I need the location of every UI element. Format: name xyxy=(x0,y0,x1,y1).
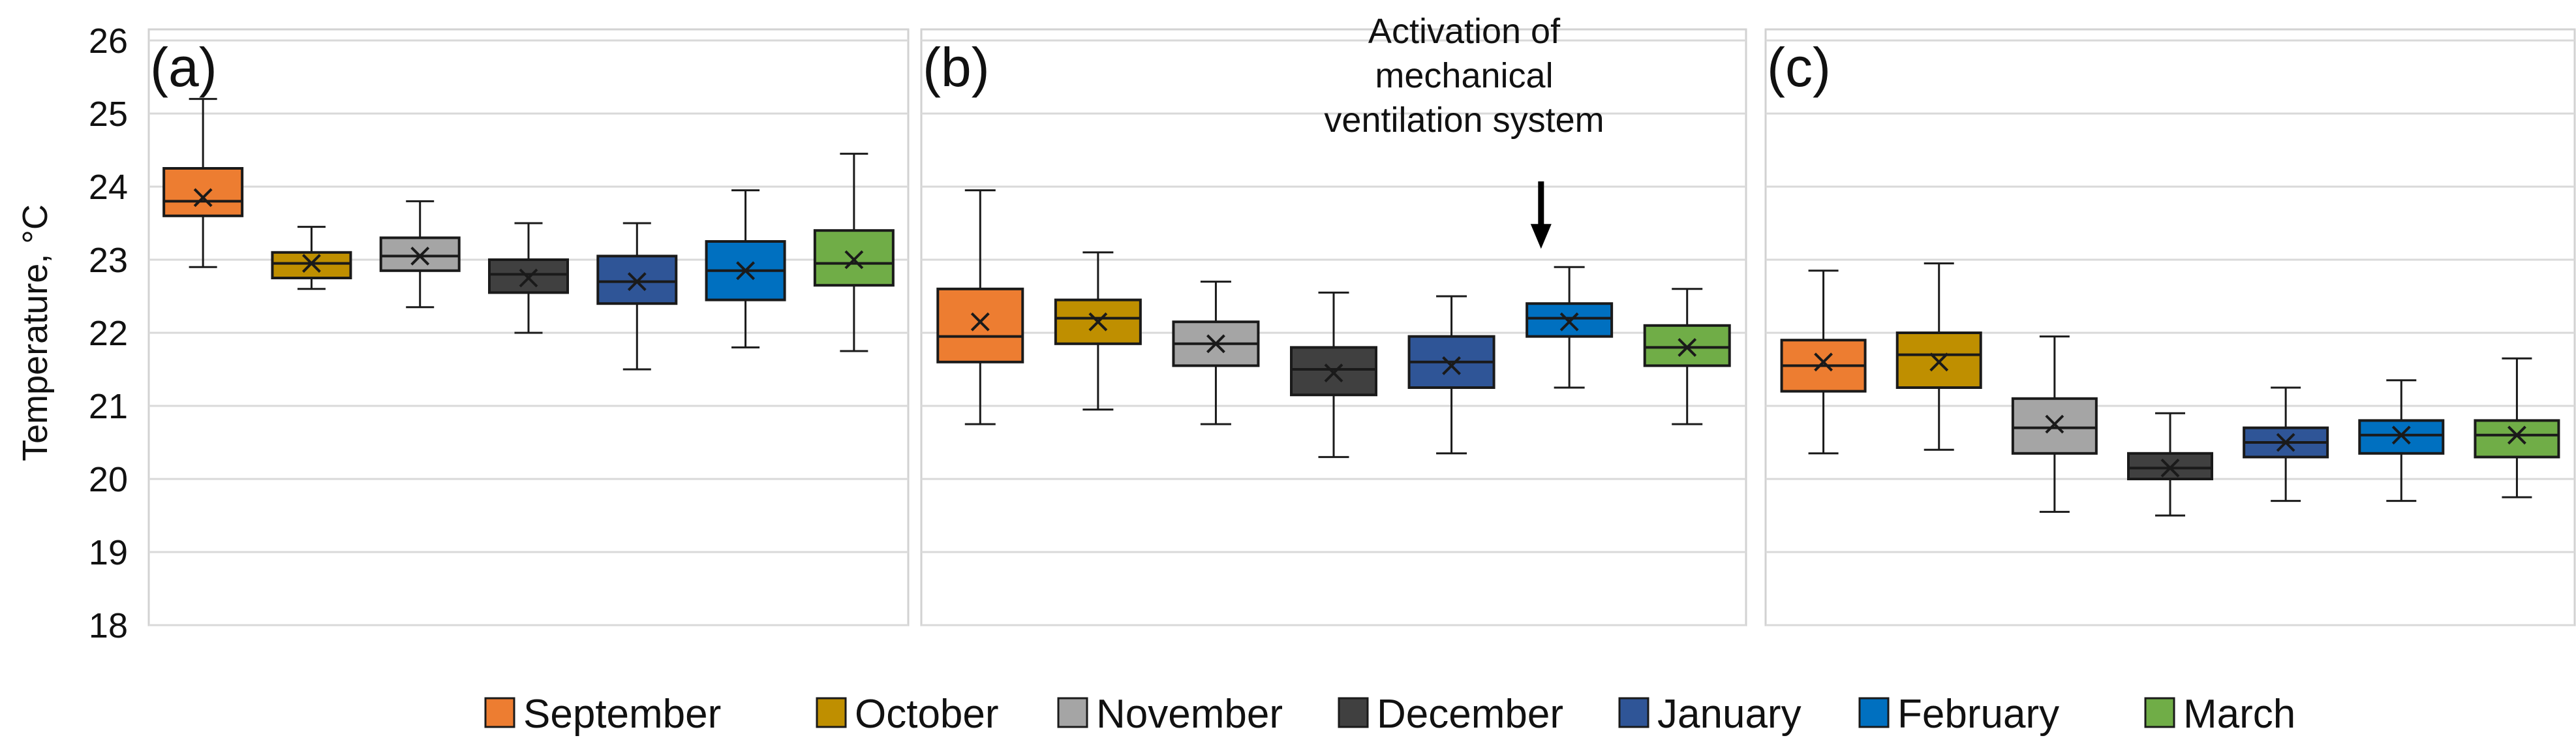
legend-swatch xyxy=(816,697,847,728)
box-december xyxy=(2127,412,2213,517)
mean-marker xyxy=(627,272,647,292)
box-november xyxy=(379,200,461,309)
legend-label: December xyxy=(1377,692,1563,737)
mean-marker xyxy=(1559,312,1579,331)
box-march xyxy=(813,153,895,352)
y-tick-label: 21 xyxy=(89,387,128,426)
mean-marker xyxy=(2276,433,2295,452)
legend-label: September xyxy=(523,692,721,737)
annotation-text: mechanical xyxy=(1375,56,1553,95)
legend-swatch xyxy=(1858,697,1890,728)
box-december xyxy=(488,222,569,334)
y-tick-label: 24 xyxy=(89,168,128,207)
mean-marker xyxy=(2045,414,2064,434)
mean-marker xyxy=(1088,312,1108,331)
mean-marker xyxy=(193,188,213,208)
box-february xyxy=(2358,379,2445,502)
iqr-box xyxy=(162,167,244,217)
legend: September October November December January F… xyxy=(484,692,2295,737)
legend-label: January xyxy=(1657,692,1802,737)
box-january xyxy=(2243,386,2329,502)
legend-swatch xyxy=(484,697,515,728)
mean-marker xyxy=(2507,425,2526,445)
box-september xyxy=(936,189,1024,425)
annotation-text: ventilation system xyxy=(1324,100,1604,140)
panel-label: (c) xyxy=(1767,37,1831,98)
y-tick-label: 20 xyxy=(89,460,128,499)
y-tick-label: 19 xyxy=(89,533,128,572)
legend-label: March xyxy=(2183,692,2295,737)
legend-item-january: January xyxy=(1618,692,1802,737)
box-january xyxy=(1407,295,1495,455)
legend-swatch xyxy=(1057,697,1088,728)
legend-swatch xyxy=(2144,697,2175,728)
panel-a: (a) xyxy=(147,28,910,626)
mean-marker xyxy=(736,261,755,281)
mean-marker xyxy=(1324,363,1343,383)
box-september xyxy=(162,98,244,268)
iqr-box xyxy=(379,236,461,272)
mean-marker xyxy=(844,250,864,270)
box-november xyxy=(2011,335,2098,513)
legend-swatch xyxy=(1338,697,1369,728)
mean-marker xyxy=(970,312,990,331)
box-september xyxy=(1780,270,1867,455)
mean-marker xyxy=(302,254,321,273)
iqr-box xyxy=(936,287,1024,363)
panel-b: (b) Activation of mechanical ventilation sy… xyxy=(920,12,1747,626)
legend-item-february: February xyxy=(1858,692,2059,737)
legend-label: February xyxy=(1897,692,2059,737)
mean-marker xyxy=(1814,352,1833,372)
box-october xyxy=(271,226,352,290)
annotation: Activation of mechanical ventilation syste… xyxy=(1324,12,1604,249)
mean-marker xyxy=(1206,334,1225,354)
mean-marker xyxy=(1678,337,1697,357)
y-tick-label: 18 xyxy=(89,606,128,645)
mean-marker xyxy=(1929,352,1949,372)
y-tick-label: 23 xyxy=(89,241,128,280)
mean-marker xyxy=(2160,458,2180,478)
legend-item-november: November xyxy=(1057,692,1283,737)
y-axis-title: Temperature, °C xyxy=(16,204,55,461)
annotation-arrowhead xyxy=(1530,224,1552,249)
legend-swatch xyxy=(1618,697,1649,728)
legend-item-december: December xyxy=(1338,692,1563,737)
annotation-text: Activation of xyxy=(1368,12,1561,51)
box-march xyxy=(2474,357,2560,499)
iqr-box xyxy=(2474,419,2560,459)
box-december xyxy=(1290,291,1377,458)
panel-label: (a) xyxy=(150,37,217,98)
mean-marker xyxy=(410,246,430,266)
y-tick-label: 25 xyxy=(89,95,128,134)
legend-label: October xyxy=(855,692,999,737)
y-tick-label: 26 xyxy=(89,22,128,61)
y-tick-label: 22 xyxy=(89,314,128,353)
box-october xyxy=(1895,262,1982,451)
box-january xyxy=(596,222,678,371)
legend-label: November xyxy=(1096,692,1283,737)
mean-marker xyxy=(1442,356,1461,375)
box-february xyxy=(1526,266,1614,389)
mean-marker xyxy=(519,268,538,288)
legend-item-march: March xyxy=(2144,692,2295,737)
panel-label: (b) xyxy=(923,37,990,98)
box-february xyxy=(705,189,786,348)
box-march xyxy=(1643,288,1731,425)
box-october xyxy=(1054,251,1142,411)
panel-frame xyxy=(1764,28,2576,626)
mean-marker xyxy=(2391,425,2411,445)
legend-item-september: September xyxy=(484,692,721,737)
panel-c: (c) xyxy=(1764,28,2576,626)
legend-item-october: October xyxy=(816,692,999,737)
box-november xyxy=(1172,281,1260,425)
